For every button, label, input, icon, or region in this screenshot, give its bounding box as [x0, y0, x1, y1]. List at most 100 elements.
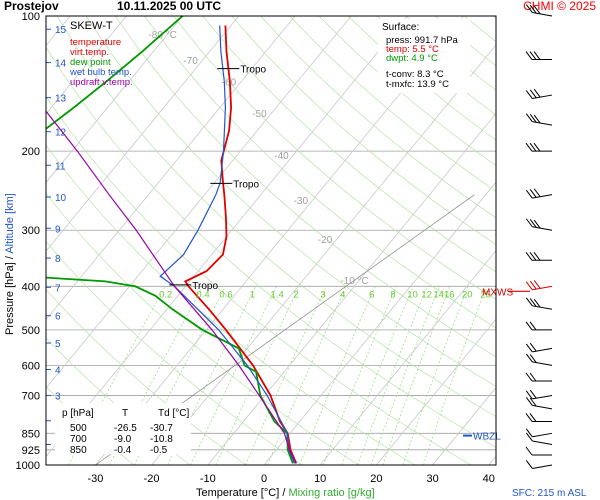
altitude-tick-label: 4: [55, 366, 61, 377]
mixing-ratio-label: 0.2: [159, 289, 172, 300]
isotherm-line: [376, 318, 496, 465]
mixing-ratio-line: [382, 286, 451, 465]
mxws-label: MXWS: [482, 287, 513, 298]
isotherm-line: [207, 112, 496, 465]
altitude-tick-label: 9: [55, 224, 61, 235]
pressure-tick-label: 300: [22, 225, 40, 237]
y-axis-title-altitude: Altitude [km]: [4, 193, 16, 254]
isotherm-line: [46, 16, 352, 389]
wind-barb-feather: [525, 189, 533, 199]
dry-adiabat: [46, 95, 472, 465]
wind-barb-feather: [529, 4, 537, 14]
dry-adiabat: [144, 16, 496, 329]
wind-barb-feather: [529, 51, 537, 60]
mixing-ratio-label: 10: [407, 289, 418, 300]
wind-barb-feather: [533, 188, 541, 198]
pressure-tick-label: 400: [22, 281, 40, 293]
wind-barb-feather: [525, 51, 533, 60]
dry-adiabat: [46, 46, 496, 448]
wind-barb: [532, 394, 553, 400]
temperature-tick-label: -30: [87, 473, 103, 485]
mixing-ratio-label: 6: [369, 289, 374, 300]
wind-barb: [532, 226, 553, 231]
surface-info-line: t-conv: 8.3 °C: [386, 69, 444, 80]
mixing-ratio-label: 0.4: [196, 289, 209, 300]
altitude-tick-label: 16: [55, 0, 67, 2]
wind-barb: [532, 305, 553, 310]
table-cell: -26.5: [114, 423, 137, 434]
isotherm-line: [488, 455, 496, 465]
mixing-ratio-label: 8: [390, 289, 395, 300]
dry-adiabat: [260, 16, 496, 219]
mixing-ratio-line: [167, 286, 257, 465]
wind-barb-feather: [525, 432, 533, 442]
tropopause-label: Tropo: [233, 179, 259, 190]
wind-barb-feather: [533, 88, 541, 98]
isotherm-line: [46, 16, 127, 115]
wind-barb-feather: [529, 397, 537, 407]
wind-barb-feather: [533, 51, 541, 60]
x-axis-title-sep: /: [279, 487, 288, 499]
wind-barb: [532, 121, 553, 126]
mixing-ratio-line: [245, 286, 327, 465]
mixing-ratio-line: [402, 286, 469, 465]
mixing-ratio-line: [108, 286, 203, 465]
wind-barb-feather: [529, 389, 537, 399]
isotherm-label: -30: [294, 196, 309, 207]
wind-barb-feather: [529, 354, 537, 363]
wind-barb: [532, 464, 553, 469]
wind-barb-feather: [525, 4, 533, 13]
tropopause-label: Tropo: [240, 65, 266, 76]
dry-adiabat: [46, 192, 359, 465]
wind-barb-feather: [525, 142, 533, 152]
wind-barb-feather: [529, 321, 537, 331]
temperature-tick-label: 0: [261, 473, 267, 485]
isotherm-label: -20: [318, 235, 333, 246]
isotherm-label: -50: [252, 109, 267, 120]
table-cell: -9.0: [114, 434, 132, 445]
surface-info-line: temp: 5.5 °C: [386, 44, 439, 55]
isotherm-label: -80 °C: [148, 30, 176, 41]
y-axis-title: Pressure [hPa] / Altitude [km]: [4, 193, 16, 335]
wind-barb-feather: [525, 90, 533, 99]
altitude-tick-label: 11: [55, 161, 66, 172]
dry-adiabat: [202, 16, 496, 273]
wind-barb-feather: [533, 114, 541, 124]
wind-barb: [532, 404, 553, 410]
wind-barb-feather: [525, 343, 533, 353]
temperature-tick-label: -20: [144, 473, 160, 485]
temperature-tick-label: 30: [426, 473, 438, 485]
mixing-ratio-label: 1.4: [271, 289, 284, 300]
dry-adiabat: [493, 16, 496, 19]
pressure-tick-label: 925: [22, 445, 40, 457]
dry-adiabat: [46, 289, 247, 465]
table-cell: -0.4: [114, 445, 132, 456]
mixing-ratio-line: [134, 286, 226, 465]
altitude-tick-label: 13: [55, 94, 67, 105]
wind-barb-feather: [529, 372, 537, 382]
surface-height-label: SFC: 215 m ASL: [512, 488, 587, 499]
wind-barb-feather: [529, 89, 537, 99]
wind-barb-feather: [529, 114, 537, 123]
pressure-tick-label: 850: [22, 428, 40, 440]
temperature-tick-label: 10: [314, 473, 326, 485]
wind-barb-feather: [525, 372, 533, 382]
station-name: Prostejov: [4, 0, 59, 13]
mixing-ratio-label: 0.6: [219, 289, 232, 300]
level-table-bg: [55, 403, 191, 454]
table-cell: 700: [70, 434, 87, 445]
table-header-cell: p [hPa]: [62, 408, 94, 419]
isotherm-line: [319, 249, 496, 465]
mixing-ratio-line: [341, 286, 414, 465]
wind-barb-feather: [533, 142, 541, 152]
isotherm-line: [46, 16, 240, 252]
pressure-tick-label: 100: [22, 11, 40, 23]
wind-barb-feather: [533, 251, 541, 261]
legend-item: virt.temp.: [70, 47, 109, 58]
dry-adiabat: [173, 16, 496, 300]
mixing-ratio-line: [190, 286, 277, 465]
dry-adiabat: [114, 16, 496, 358]
wind-barb-feather: [529, 189, 537, 198]
x-axis-title: Temperature [°C] / Mixing ratio [g/kg]: [196, 487, 375, 499]
